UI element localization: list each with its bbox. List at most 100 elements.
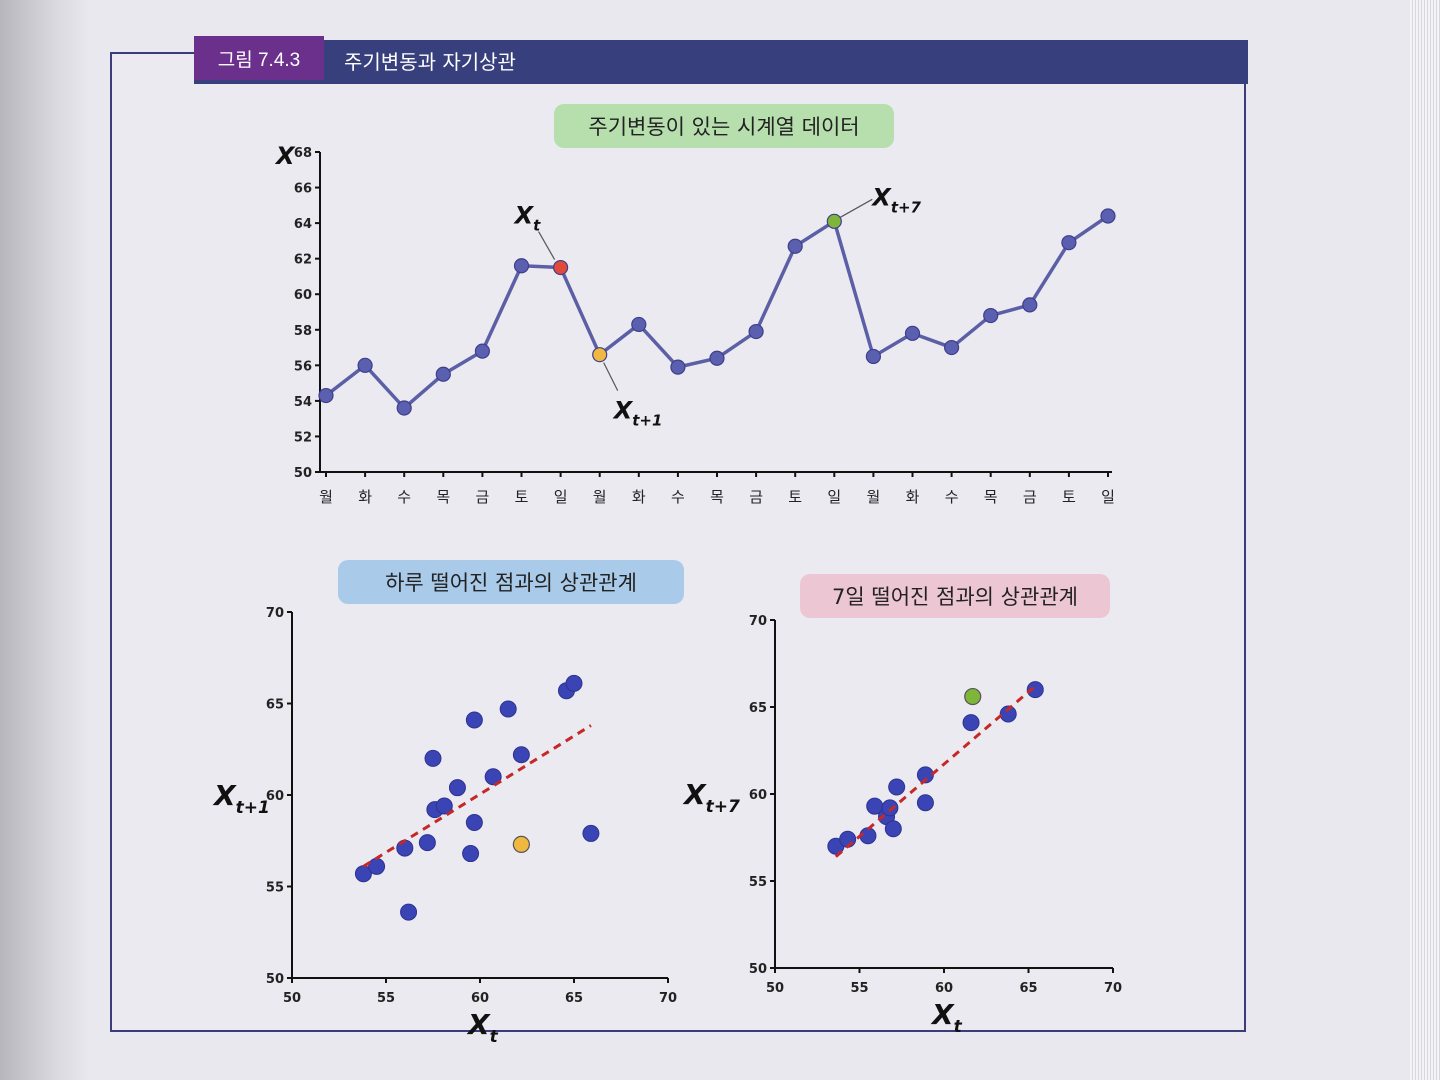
lag1-data-point xyxy=(582,824,600,842)
ts-x-tick-label: 일 xyxy=(1101,488,1115,506)
lag7-y-tick-label: 55 xyxy=(749,875,767,890)
figure-header-band xyxy=(194,40,1248,84)
ts-x-tick-label: 수 xyxy=(945,488,959,506)
ts-data-point xyxy=(748,323,764,340)
lag1-y-axis-label: Xt+1 xyxy=(212,779,270,818)
lag7-data-point xyxy=(884,820,902,838)
lag7-y-tick-label: 70 xyxy=(749,614,767,629)
ts-x-tick-label: 수 xyxy=(397,488,411,506)
ts-x-tick-label: 화 xyxy=(358,488,372,506)
lag7-y-axis-label: Xt+7 xyxy=(682,778,740,817)
ts-x-tick-label: 일 xyxy=(827,488,841,506)
ts-data-point xyxy=(709,350,725,366)
lag1-data-point xyxy=(448,779,466,797)
lag7-trend-line xyxy=(834,684,1037,858)
lag7-y-tick-label: 65 xyxy=(749,701,767,716)
lag1-x-tick-label: 50 xyxy=(283,991,301,1006)
lag7-x-axis-label: Xt xyxy=(930,998,963,1037)
lag1-highlight-point xyxy=(512,835,530,854)
ts-data-point xyxy=(592,347,608,363)
ts-y-tick-label: 58 xyxy=(294,324,312,339)
lag7-data-point xyxy=(881,799,899,817)
ts-x-tick-label: 토 xyxy=(788,488,802,506)
ts-x-tick-label: 토 xyxy=(515,488,529,506)
ts-y-tick-label: 56 xyxy=(294,359,312,374)
ts-data-point xyxy=(474,343,490,359)
lag1-y-tick-label: 70 xyxy=(266,606,284,621)
annotation-leader-xt7 xyxy=(840,198,873,218)
ts-y-tick-label: 68 xyxy=(294,146,312,161)
lag1-x-tick-label: 65 xyxy=(565,991,583,1006)
ts-x-tick-label: 월 xyxy=(593,488,607,506)
lag7-data-point xyxy=(888,778,906,796)
annotation-leader-xt xyxy=(538,231,556,260)
lag7-x-tick-label: 60 xyxy=(935,981,953,996)
ts-data-point xyxy=(904,325,921,341)
ts-data-point xyxy=(943,339,960,356)
lag1-y-tick-label: 65 xyxy=(266,698,284,713)
lag7-data-point xyxy=(916,794,934,812)
figure-number: 그림 7.4.3 xyxy=(194,36,324,80)
lag7-y-tick-label: 50 xyxy=(749,962,767,977)
ts-data-point xyxy=(787,238,803,254)
ts-data-point xyxy=(396,400,412,416)
figure-title: 주기변동과 자기상관 xyxy=(344,49,516,74)
lag1-data-point xyxy=(465,711,483,729)
chart-title-lag1: 하루 떨어진 점과의 상관관계 xyxy=(338,560,684,604)
ts-y-tick-label: 50 xyxy=(294,466,312,481)
ts-data-point xyxy=(357,357,373,373)
ts-data-point xyxy=(670,359,686,375)
lag7-y-tick-label: 60 xyxy=(749,788,767,803)
annotation-xt: Xt xyxy=(513,202,542,235)
lag1-data-point xyxy=(499,700,517,718)
lag1-data-point xyxy=(465,813,483,831)
lag7-x-tick-label: 55 xyxy=(850,981,868,996)
ts-y-tick-label: 52 xyxy=(294,430,312,445)
ts-x-tick-label: 월 xyxy=(866,488,880,506)
ts-x-tick-label: 목 xyxy=(436,488,450,506)
lag1-x-tick-label: 70 xyxy=(659,991,677,1006)
ts-x-tick-label: 일 xyxy=(554,488,568,506)
ts-x-tick-label: 금 xyxy=(1023,488,1037,506)
lag7-highlight-point xyxy=(964,687,982,706)
annotation-xt7: Xt+7 xyxy=(870,183,921,216)
ts-data-point xyxy=(826,213,842,229)
ts-y-tick-label: 54 xyxy=(294,395,312,410)
annotation-xt1: Xt+1 xyxy=(612,397,663,430)
lag1-data-point xyxy=(462,845,480,863)
ts-x-tick-label: 목 xyxy=(710,488,724,506)
ts-y-tick-label: 60 xyxy=(294,288,312,303)
ts-data-point xyxy=(631,316,647,333)
lag1-x-tick-label: 60 xyxy=(471,991,489,1006)
ts-x-tick-label: 화 xyxy=(632,488,646,506)
lag1-data-point xyxy=(484,768,502,786)
lag1-data-point xyxy=(424,749,442,767)
lag1-data-point xyxy=(418,834,436,852)
lag7-data-point xyxy=(999,705,1017,723)
ts-data-point xyxy=(513,258,530,274)
lag1-y-tick-label: 55 xyxy=(266,881,284,896)
lag1-x-axis-label: Xt xyxy=(466,1008,499,1047)
lag1-data-point xyxy=(400,903,418,921)
page-gutter-shadow xyxy=(0,0,90,1080)
lag1-y-tick-label: 60 xyxy=(266,789,284,804)
ts-data-point xyxy=(983,307,999,324)
annotation-leader-xt1 xyxy=(603,362,619,391)
lag7-data-point xyxy=(962,714,980,732)
page-edge xyxy=(1410,0,1440,1080)
chart-title-lag7: 7일 떨어진 점과의 상관관계 xyxy=(800,574,1110,618)
ts-y-tick-label: 64 xyxy=(294,217,312,232)
ts-x-tick-label: 수 xyxy=(671,488,685,506)
lag1-trend-line xyxy=(362,724,592,868)
lag1-data-point xyxy=(565,674,583,692)
ts-data-point xyxy=(435,366,451,382)
ts-data-point xyxy=(318,387,334,404)
lag7-x-tick-label: 70 xyxy=(1104,981,1122,996)
ts-y-axis-label: X xyxy=(274,142,296,170)
figure-frame xyxy=(110,52,1246,1032)
ts-y-tick-label: 66 xyxy=(294,182,312,197)
ts-x-tick-label: 금 xyxy=(749,488,763,506)
chart-title-timeseries: 주기변동이 있는 시계열 데이터 xyxy=(554,104,894,148)
ts-data-point xyxy=(1100,208,1116,224)
